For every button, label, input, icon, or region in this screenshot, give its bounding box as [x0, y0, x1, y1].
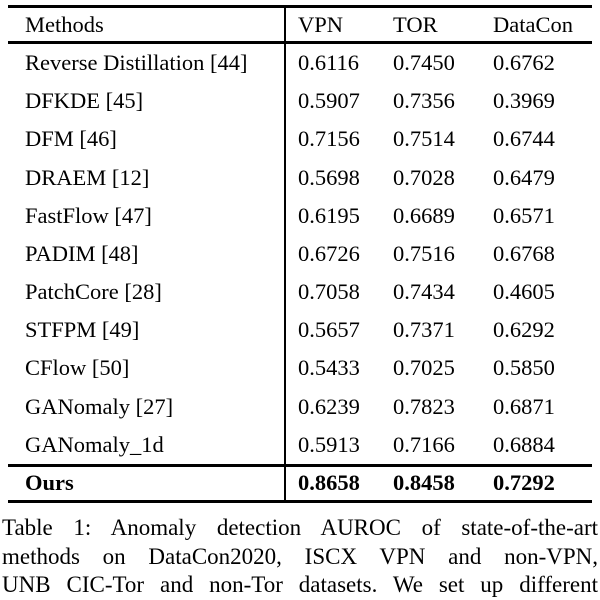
table-row: GANomaly_1d 0.5913 0.7166 0.6884	[8, 426, 592, 464]
vpn-value: 0.6195	[298, 202, 360, 228]
datacon-value: 0.3969	[493, 88, 555, 113]
vpn-value: 0.6239	[298, 393, 360, 419]
col-header-tor: TOR	[393, 11, 438, 37]
method-cell: CFlow [50]	[25, 355, 130, 381]
vpn-value: 0.5913	[298, 431, 360, 457]
method-cell: GANomaly_1d	[25, 431, 164, 457]
col-header-methods: Methods	[25, 11, 104, 37]
datacon-value: 0.6292	[493, 317, 555, 343]
tor-value: 0.7516	[393, 240, 455, 266]
tor-value: 0.7166	[393, 431, 455, 457]
table-header-rule	[8, 41, 592, 44]
tor-value: 0.7450	[393, 49, 455, 75]
datacon-value: 0.6762	[493, 49, 555, 75]
vpn-value: 0.6726	[298, 240, 360, 266]
caption-line: Table 1: Anomaly detection AUROC of stat…	[2, 515, 598, 540]
caption-line: UNB CIC-Tor and non-Tor datasets. We set…	[2, 572, 598, 598]
datacon-value: 0.6884	[493, 431, 555, 457]
column-divider	[284, 5, 286, 503]
table-bottom-rule	[8, 499, 592, 503]
tor-value: 0.7823	[393, 393, 455, 419]
tor-value: 0.7028	[393, 164, 455, 190]
datacon-value: 0.5850	[493, 355, 555, 381]
datacon-value: 0.6871	[493, 393, 555, 419]
table-row: FastFlow [47] 0.6195 0.6689 0.6571	[8, 197, 592, 235]
method-cell: Ours	[25, 470, 74, 496]
results-table: Methods VPN TOR DataCon Reverse Distilla…	[8, 5, 592, 503]
tor-value: 0.7514	[393, 126, 455, 152]
table-row: DRAEM [12] 0.5698 0.7028 0.6479	[8, 159, 592, 197]
table-header-row: Methods VPN TOR DataCon	[8, 8, 592, 41]
tor-value: 0.7371	[393, 317, 455, 343]
table-row: Reverse Distillation [44] 0.6116 0.7450 …	[8, 44, 592, 82]
table-top-rule	[8, 5, 592, 8]
tor-value: 0.6689	[393, 202, 455, 228]
vpn-value: 0.6116	[298, 49, 360, 75]
col-header-datacon: DataCon	[493, 11, 573, 37]
table-row: CFlow [50] 0.5433 0.7025 0.5850	[8, 349, 592, 387]
method-cell: DFM [46]	[25, 126, 117, 152]
vpn-value: 0.5657	[298, 317, 360, 343]
method-cell: PADIM [48]	[25, 240, 139, 266]
vpn-value: 0.5907	[298, 88, 360, 113]
vpn-value: 0.5433	[298, 355, 360, 381]
vpn-value: 0.8658	[298, 470, 360, 496]
tor-value: 0.7025	[393, 355, 455, 381]
caption-line: methods on DataCon2020, ISCX VPN and non…	[2, 543, 598, 569]
table-row: DFM [46] 0.7156 0.7514 0.6744	[8, 120, 592, 158]
table-row: PatchCore [28] 0.7058 0.7434 0.4605	[8, 273, 592, 311]
method-cell: DRAEM [12]	[25, 164, 150, 190]
table-row-ours: Ours 0.8658 0.8458 0.7292	[8, 467, 592, 500]
datacon-value: 0.7292	[493, 470, 555, 496]
col-header-vpn: VPN	[298, 11, 344, 37]
datacon-value: 0.6744	[493, 126, 555, 152]
method-cell: Reverse Distillation [44]	[25, 49, 248, 75]
datacon-value: 0.4605	[493, 278, 555, 304]
vpn-value: 0.7156	[298, 126, 360, 152]
table-row: PADIM [48] 0.6726 0.7516 0.6768	[8, 235, 592, 273]
vpn-value: 0.5698	[298, 164, 360, 190]
vpn-value: 0.7058	[298, 278, 360, 304]
method-cell: STFPM [49]	[25, 317, 140, 343]
table-row: STFPM [49] 0.5657 0.7371 0.6292	[8, 311, 592, 349]
tor-value: 0.7434	[393, 278, 455, 304]
method-cell: GANomaly [27]	[25, 393, 174, 419]
table-ours-rule	[8, 463, 592, 467]
method-cell: DFKDE [45]	[25, 88, 144, 113]
table-row: DFKDE [45] 0.5907 0.7356 0.3969	[8, 82, 592, 120]
tor-value: 0.7356	[393, 88, 455, 113]
table-row: GANomaly [27] 0.6239 0.7823 0.6871	[8, 388, 592, 426]
datacon-value: 0.6768	[493, 240, 555, 266]
table-caption: Table 1: Anomaly detection AUROC of stat…	[2, 514, 598, 600]
method-cell: FastFlow [47]	[25, 202, 152, 228]
datacon-value: 0.6479	[493, 164, 555, 190]
datacon-value: 0.6571	[493, 202, 555, 228]
method-cell: PatchCore [28]	[25, 278, 162, 304]
tor-value: 0.8458	[393, 470, 455, 496]
